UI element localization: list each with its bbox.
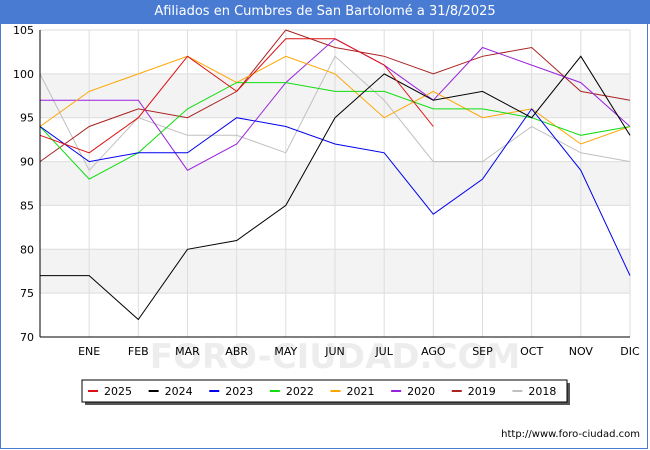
x-tick-label: FEB — [128, 345, 149, 358]
legend-label-2019: 2019 — [468, 385, 496, 398]
y-tick-labels: 70 75 80 85 90 95 100 105 — [13, 24, 34, 344]
legend-label-2022: 2022 — [286, 385, 314, 398]
y-tick-label: 70 — [20, 331, 34, 344]
y-tick-label: 100 — [13, 68, 34, 81]
x-tick-label: MAR — [175, 345, 200, 358]
chart-title: Afiliados en Cumbres de San Bartolomé a … — [0, 0, 650, 24]
y-tick-label: 105 — [13, 24, 34, 37]
series-line-2019 — [39, 29, 631, 163]
x-tick-label: JUL — [374, 345, 393, 358]
watermark: FORO-CIUDAD.COM — [150, 337, 521, 377]
y-tick-label: 80 — [20, 243, 34, 256]
axes — [39, 30, 630, 338]
y-tick-label: 75 — [20, 287, 34, 300]
x-tick-label: SEP — [472, 345, 493, 358]
legend: 2025 2024 2023 2022 2021 2020 2019 2018 — [81, 379, 570, 405]
series-line-2025 — [39, 38, 434, 154]
legend-label-2025: 2025 — [104, 385, 132, 398]
x-tick-label: NOV — [569, 345, 594, 358]
x-tick-label: AGO — [421, 345, 446, 358]
x-tick-label: DIC — [620, 345, 640, 358]
legend-label-2020: 2020 — [407, 385, 435, 398]
legend-box — [81, 379, 568, 403]
series-line-2023 — [39, 108, 631, 276]
series-line-2024 — [40, 55, 631, 321]
legend-label-2021: 2021 — [347, 385, 375, 398]
legend-label-2024: 2024 — [165, 385, 193, 398]
x-tick-label: OCT — [520, 345, 543, 358]
x-tick-label: MAY — [274, 345, 297, 358]
chart-frame — [0, 24, 648, 449]
legend-label-2018: 2018 — [528, 385, 556, 398]
x-tick-labels: ENE FEB MAR ABR MAY JUN JUL AGO SEP OCT NOV DIC — [78, 345, 640, 358]
y-tick-label: 90 — [20, 156, 34, 169]
source-url[interactable]: http://www.foro-ciudad.com — [501, 429, 640, 440]
x-tick-label: ABR — [225, 345, 248, 358]
legend-label-2023: 2023 — [225, 385, 253, 398]
series-lines — [39, 29, 631, 321]
y-tick-label: 95 — [20, 112, 34, 125]
y-tick-label: 85 — [20, 199, 34, 212]
x-tick-label: JUN — [324, 345, 345, 358]
x-tick-label: ENE — [78, 345, 100, 358]
